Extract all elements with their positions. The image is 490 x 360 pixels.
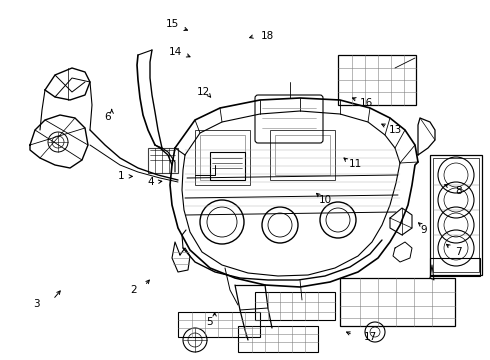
Text: 2: 2: [130, 285, 137, 295]
Text: 7: 7: [455, 247, 462, 257]
Text: 14: 14: [169, 47, 182, 57]
Text: 6: 6: [104, 112, 111, 122]
Text: 8: 8: [455, 186, 462, 196]
Bar: [270, 130, 335, 180]
Text: 9: 9: [420, 225, 427, 235]
Bar: [238, 326, 318, 352]
Text: 16: 16: [360, 98, 373, 108]
Text: 1: 1: [118, 171, 125, 181]
Bar: [340, 278, 455, 326]
Text: 15: 15: [166, 19, 179, 30]
Bar: [433, 158, 479, 272]
Bar: [195, 130, 250, 185]
Bar: [210, 152, 245, 180]
Bar: [430, 258, 480, 276]
Bar: [338, 55, 416, 105]
Bar: [178, 312, 260, 337]
Bar: [430, 155, 482, 275]
Text: 10: 10: [319, 195, 332, 205]
Bar: [200, 135, 245, 180]
Bar: [148, 148, 178, 173]
Text: 17: 17: [363, 332, 377, 342]
Text: 5: 5: [206, 317, 213, 327]
Text: 4: 4: [147, 177, 154, 187]
Bar: [275, 135, 330, 175]
Text: 11: 11: [348, 159, 362, 169]
Text: 18: 18: [260, 31, 274, 41]
Text: 12: 12: [196, 87, 210, 97]
Bar: [255, 292, 335, 320]
Text: 3: 3: [33, 299, 40, 309]
Text: 13: 13: [389, 125, 403, 135]
